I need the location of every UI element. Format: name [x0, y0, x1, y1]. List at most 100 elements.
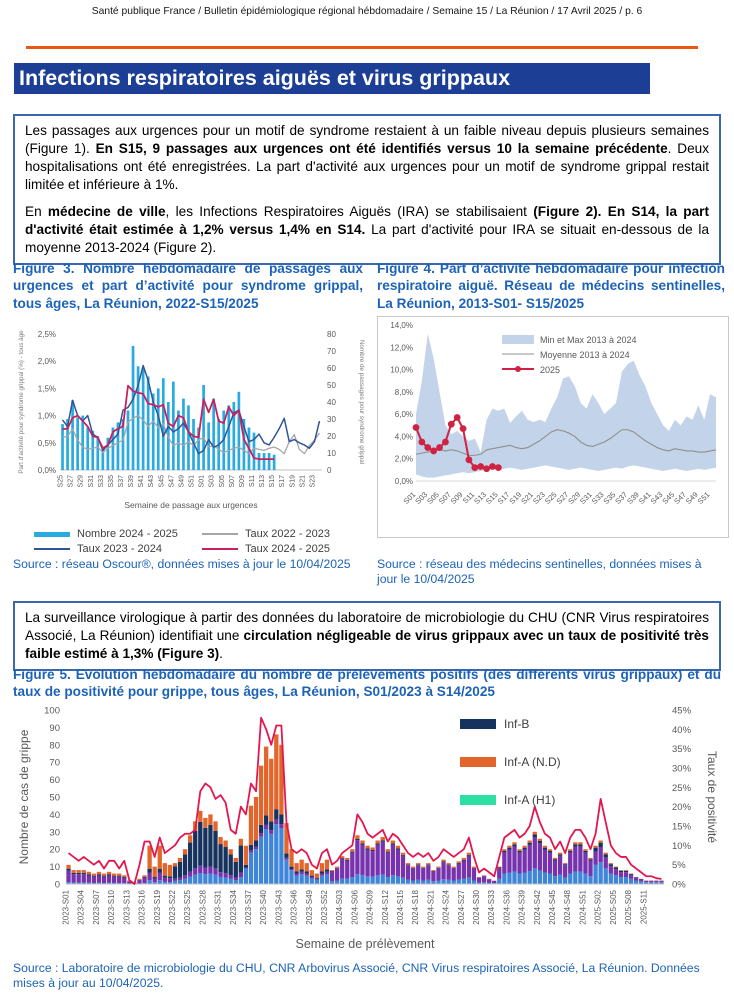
- svg-text:2023-S43: 2023-S43: [274, 889, 283, 924]
- svg-text:2,0%: 2,0%: [395, 455, 413, 464]
- svg-text:S17: S17: [279, 475, 286, 488]
- legend-item: Taux 2022 - 2023: [202, 528, 370, 540]
- text-run: (Figure 2). En S14, la part d'activité é…: [25, 203, 709, 237]
- svg-text:2023-S34: 2023-S34: [229, 889, 238, 924]
- svg-text:S13: S13: [259, 475, 266, 488]
- text-run: En S15, 9 passages aux urgences ont été …: [95, 140, 668, 156]
- svg-text:2023-S28: 2023-S28: [198, 889, 207, 924]
- svg-text:S21: S21: [299, 475, 306, 488]
- svg-text:40: 40: [327, 398, 336, 407]
- summary-box-virologie: La surveillance virologique à partir des…: [13, 601, 721, 671]
- legend-label: Nombre 2024 - 2025: [77, 528, 178, 540]
- svg-text:70: 70: [327, 347, 336, 356]
- paragraph: La surveillance virologique à partir des…: [25, 609, 709, 663]
- legend-swatch: [202, 533, 238, 535]
- text-run: Les passages aux urgences pour un motif …: [25, 123, 709, 156]
- text-run: La part d'activité pour IRA se situait e…: [25, 221, 709, 255]
- svg-text:25%: 25%: [672, 783, 692, 794]
- text-run: En: [25, 203, 48, 219]
- summary-box-urgences: Les passages aux urgences pour un motif …: [13, 114, 721, 265]
- figure3-source: Source : réseau Oscour®, données mises à…: [13, 557, 351, 571]
- figure4-chart: 0,0%2,0%4,0%6,0%8,0%10,0%12,0%14,0%S01S0…: [390, 321, 717, 506]
- svg-text:2024-S48: 2024-S48: [563, 889, 572, 924]
- legend-item: Taux 2024 - 2025: [202, 543, 370, 555]
- svg-text:8,0%: 8,0%: [395, 388, 413, 397]
- svg-text:2023-S31: 2023-S31: [214, 889, 223, 924]
- svg-text:2023-S25: 2023-S25: [183, 889, 192, 924]
- svg-text:2023-S01: 2023-S01: [62, 889, 71, 924]
- svg-text:100: 100: [44, 706, 60, 717]
- svg-text:2024-S09: 2024-S09: [366, 889, 375, 924]
- svg-text:2023-S04: 2023-S04: [77, 889, 86, 924]
- svg-text:2025-S11: 2025-S11: [639, 889, 648, 924]
- svg-text:S39: S39: [128, 475, 135, 488]
- svg-text:Min et Max 2013 à 2024: Min et Max 2013 à 2024: [540, 335, 637, 345]
- figure5-chart: 0 10 20 30 40 50 60 70 80 90 100 0% 5% 10% 15% 20% 25% 30…: [17, 706, 719, 952]
- svg-text:1,5%: 1,5%: [38, 384, 56, 393]
- svg-text:Taux de positivité: Taux de positivité: [705, 751, 719, 843]
- svg-text:2025: 2025: [540, 365, 560, 375]
- svg-text:5%: 5%: [672, 860, 686, 871]
- svg-text:30%: 30%: [672, 764, 692, 775]
- svg-text:2023-S46: 2023-S46: [290, 889, 299, 924]
- svg-text:S43: S43: [148, 475, 155, 488]
- legend-label: Taux 2024 - 2025: [245, 543, 331, 555]
- svg-text:Nombre de passages pour syndro: Nombre de passages pour syndrome grippal: [358, 340, 365, 464]
- svg-text:2023-S13: 2023-S13: [122, 889, 131, 924]
- svg-text:S41: S41: [138, 475, 145, 488]
- svg-text:2024-S24: 2024-S24: [442, 889, 451, 924]
- svg-text:S47: S47: [168, 475, 175, 488]
- svg-text:15%: 15%: [672, 822, 692, 833]
- svg-text:2023-S16: 2023-S16: [138, 889, 147, 924]
- svg-text:4,0%: 4,0%: [395, 432, 413, 441]
- svg-text:35%: 35%: [672, 744, 692, 755]
- svg-text:S11: S11: [249, 475, 256, 487]
- svg-text:S31: S31: [88, 475, 95, 488]
- svg-text:2025-S02: 2025-S02: [594, 889, 603, 924]
- svg-text:2023-S10: 2023-S10: [107, 889, 116, 924]
- legend-swatch: [202, 548, 238, 550]
- text-run: circulation négligeable de virus grippau…: [25, 627, 709, 661]
- svg-text:14,0%: 14,0%: [390, 321, 413, 330]
- legend-label: Taux 2022 - 2023: [245, 528, 331, 540]
- svg-text:2024-S21: 2024-S21: [426, 889, 435, 924]
- svg-text:2023-S19: 2023-S19: [153, 889, 162, 924]
- svg-text:2024-S06: 2024-S06: [350, 889, 359, 924]
- svg-text:S45: S45: [158, 475, 165, 488]
- svg-text:2024-S15: 2024-S15: [396, 889, 405, 924]
- svg-text:6,0%: 6,0%: [395, 410, 413, 419]
- svg-text:S19: S19: [289, 475, 296, 488]
- svg-text:2023-S49: 2023-S49: [305, 889, 314, 924]
- svg-text:45%: 45%: [672, 706, 692, 717]
- svg-text:S23: S23: [309, 475, 316, 488]
- svg-text:S05: S05: [219, 475, 226, 488]
- svg-text:S33: S33: [98, 475, 105, 488]
- svg-text:2023-S22: 2023-S22: [168, 889, 177, 924]
- svg-text:S03: S03: [209, 475, 216, 488]
- figure4-source: Source : réseau des médecins sentinelles…: [377, 557, 702, 587]
- svg-text:30: 30: [327, 415, 336, 424]
- paragraph: En médecine de ville, les Infections Res…: [25, 203, 709, 257]
- svg-text:60: 60: [49, 775, 60, 786]
- figure3-legend: Nombre 2024 - 2025 Taux 2022 - 2023 Taux 2…: [34, 528, 374, 555]
- legend-swatch: [34, 531, 70, 537]
- figure5-caption: Figure 5. Evolution hebdomadaire du nomb…: [13, 667, 721, 700]
- svg-text:0,5%: 0,5%: [38, 439, 56, 448]
- svg-text:2024-S36: 2024-S36: [502, 889, 511, 924]
- svg-text:50: 50: [327, 381, 336, 390]
- svg-text:S51: S51: [189, 475, 196, 488]
- svg-text:S49: S49: [178, 475, 185, 488]
- legend-item: Taux 2023 - 2024: [34, 543, 202, 555]
- svg-text:2024-S12: 2024-S12: [381, 889, 390, 924]
- page-header: Santé publique France / Bulletin épidémi…: [91, 6, 643, 17]
- svg-text:S09: S09: [239, 475, 246, 488]
- svg-text:10,0%: 10,0%: [390, 366, 413, 375]
- svg-text:2025-S08: 2025-S08: [624, 889, 633, 924]
- svg-text:2024-S42: 2024-S42: [533, 889, 542, 924]
- svg-text:Inf-A (N.D): Inf-A (N.D): [504, 755, 561, 769]
- svg-text:0,0%: 0,0%: [395, 477, 413, 486]
- svg-text:Semaine de prélèvement: Semaine de prélèvement: [296, 937, 435, 951]
- text-run: .: [219, 645, 223, 661]
- figure5-source: Source : Laboratoire de microbiologie du…: [13, 961, 700, 991]
- svg-text:20: 20: [327, 432, 336, 441]
